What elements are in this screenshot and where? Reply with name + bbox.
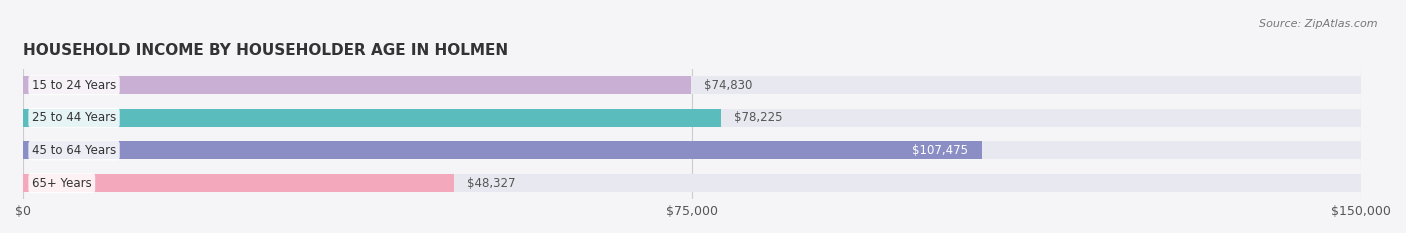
Bar — [22, 141, 981, 159]
Text: Source: ZipAtlas.com: Source: ZipAtlas.com — [1260, 19, 1378, 29]
Bar — [22, 174, 454, 192]
Text: $107,475: $107,475 — [912, 144, 969, 157]
Text: 45 to 64 Years: 45 to 64 Years — [32, 144, 117, 157]
Text: 15 to 24 Years: 15 to 24 Years — [32, 79, 117, 92]
Bar — [22, 141, 1361, 159]
Text: 65+ Years: 65+ Years — [32, 177, 91, 190]
Text: HOUSEHOLD INCOME BY HOUSEHOLDER AGE IN HOLMEN: HOUSEHOLD INCOME BY HOUSEHOLDER AGE IN H… — [22, 43, 508, 58]
Bar — [22, 76, 1361, 94]
Bar — [22, 109, 1361, 127]
Text: $74,830: $74,830 — [704, 79, 752, 92]
Text: 25 to 44 Years: 25 to 44 Years — [32, 111, 117, 124]
Bar — [22, 109, 721, 127]
Bar — [22, 174, 1361, 192]
Bar — [22, 76, 690, 94]
Text: $48,327: $48,327 — [467, 177, 516, 190]
Text: $78,225: $78,225 — [734, 111, 783, 124]
